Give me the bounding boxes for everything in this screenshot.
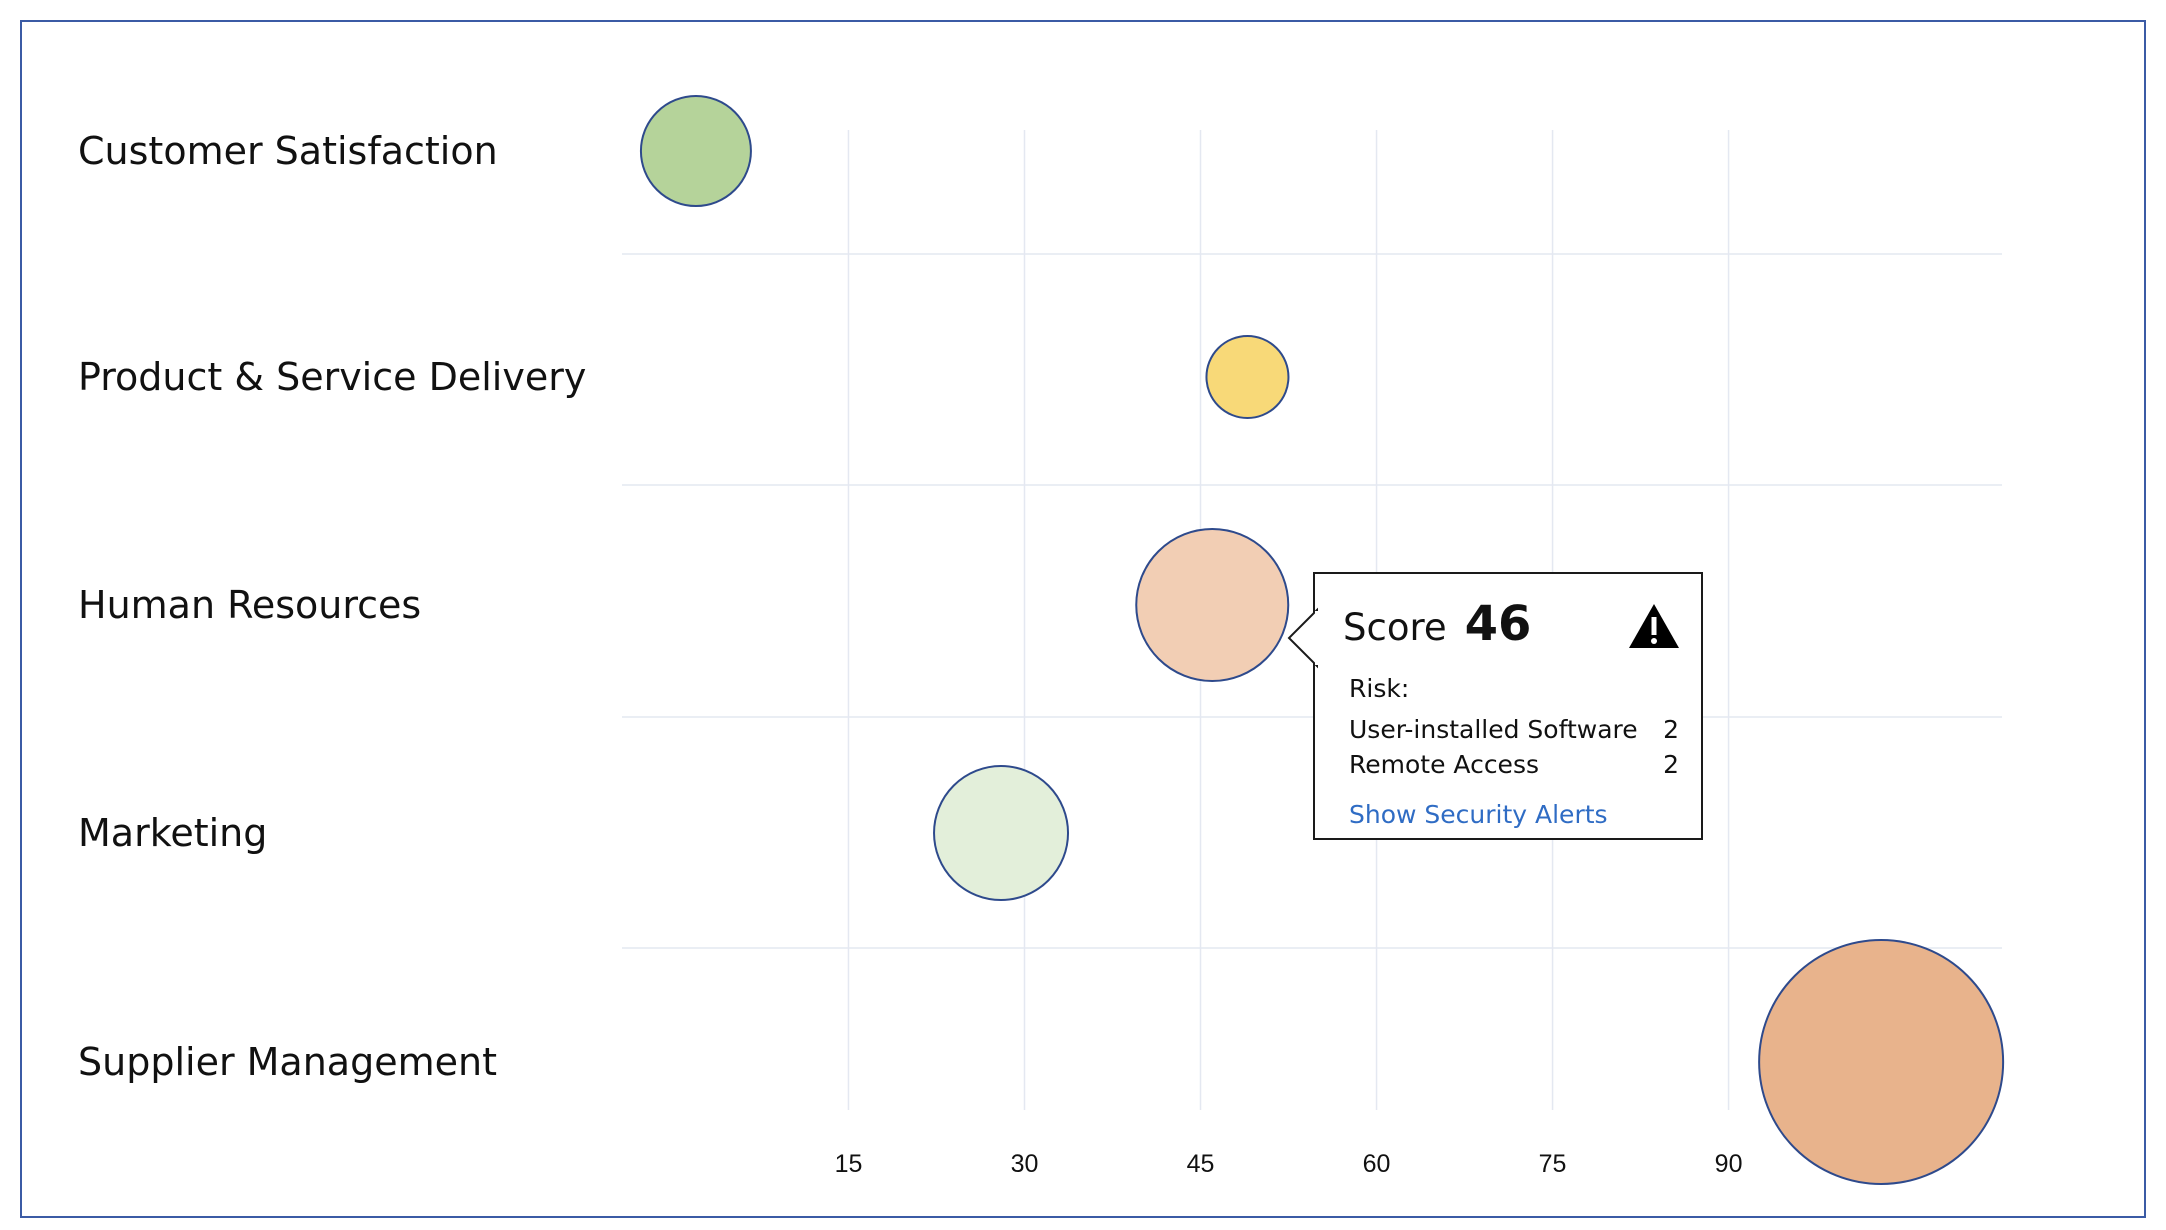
risk-row-value: 2 <box>1663 715 1679 744</box>
tooltip-score: Score 46 <box>1343 596 1531 652</box>
score-label: Score <box>1343 606 1447 649</box>
warning-icon <box>1629 604 1679 648</box>
x-tick-label: 30 <box>1011 1150 1039 1178</box>
category-label: Human Resources <box>78 583 421 627</box>
risk-label: Risk: <box>1349 674 1410 703</box>
risk-row: Remote Access 2 <box>1349 747 1679 782</box>
bubble-chart: 15 30 45 60 75 90 Customer Satisfaction Product… <box>78 95 2005 1185</box>
risk-row-label: User-installed Software <box>1349 715 1638 744</box>
score-value: 46 <box>1464 596 1532 652</box>
x-tick-label: 15 <box>835 1150 863 1178</box>
category-label: Supplier Management <box>78 1040 497 1084</box>
category-label: Product & Service Delivery <box>78 355 586 399</box>
score-tooltip: Score 46 Risk: User-installed Software 2… <box>1287 572 1703 840</box>
chart-frame: 15 30 45 60 75 90 Customer Satisfaction Product… <box>20 20 2146 1218</box>
category-label: Marketing <box>78 811 267 855</box>
x-tick-label: 90 <box>1715 1150 1743 1178</box>
risk-row: User-installed Software 2 <box>1349 712 1679 747</box>
x-tick-label: 60 <box>1363 1150 1391 1178</box>
x-tick-label: 45 <box>1187 1150 1215 1178</box>
risk-row-label: Remote Access <box>1349 750 1539 779</box>
bubble[interactable] <box>1758 939 2005 1185</box>
x-tick-label: 75 <box>1539 1150 1567 1178</box>
bubble[interactable] <box>933 765 1070 901</box>
bubble[interactable] <box>1135 528 1290 682</box>
category-label: Customer Satisfaction <box>78 129 498 173</box>
show-security-alerts-link[interactable]: Show Security Alerts <box>1349 800 1608 829</box>
bubble[interactable] <box>1205 335 1290 419</box>
tooltip-pointer <box>1287 607 1319 669</box>
bubble[interactable] <box>639 95 752 207</box>
risk-list: User-installed Software 2 Remote Access … <box>1349 712 1679 782</box>
risk-row-value: 2 <box>1663 750 1679 779</box>
